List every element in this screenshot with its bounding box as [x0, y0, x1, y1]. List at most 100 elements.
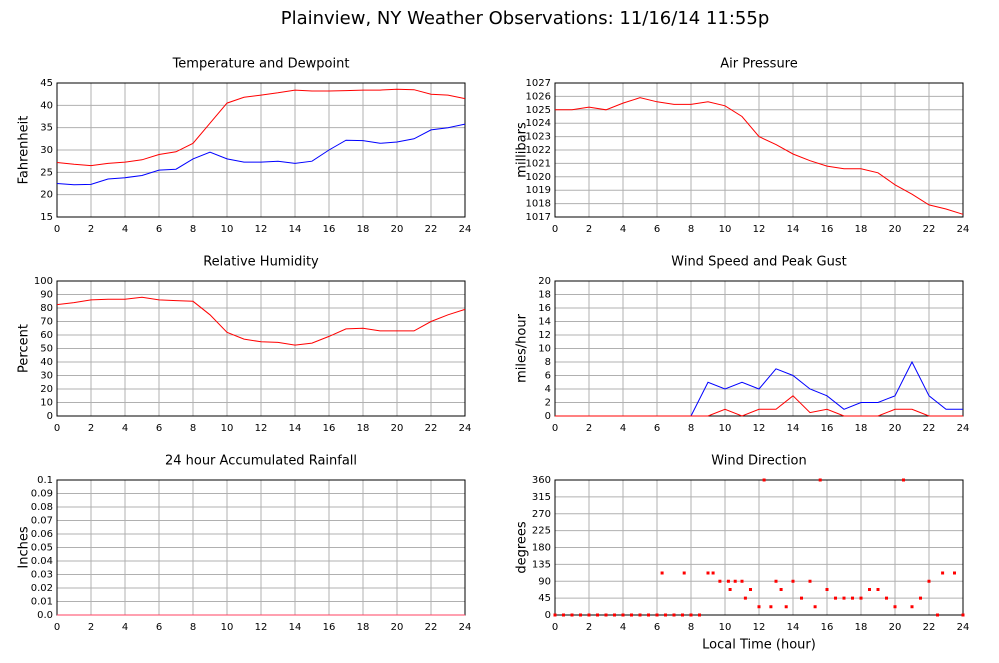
- x-tick-label: 22: [923, 423, 936, 434]
- y-tick-label: 45: [538, 593, 551, 604]
- x-tick-label: 10: [719, 224, 732, 235]
- x-tick-label: 4: [620, 224, 626, 235]
- scatter-point: [562, 613, 565, 617]
- scatter-point: [587, 613, 591, 617]
- x-tick-label: 18: [855, 423, 868, 434]
- x-tick-label: 14: [787, 622, 800, 633]
- x-tick-label: 18: [855, 224, 868, 235]
- scatter-point: [876, 588, 880, 591]
- y-tick-label: 0.03: [31, 570, 53, 581]
- x-tick-label: 12: [255, 224, 268, 235]
- scatter-point: [638, 613, 642, 617]
- scatter-point: [698, 613, 701, 617]
- x-tick-label: 10: [221, 224, 234, 235]
- y-tick-label: 40: [40, 357, 53, 368]
- scatter-point: [800, 596, 803, 600]
- scatter-point: [579, 613, 582, 617]
- scatter-point: [621, 613, 625, 617]
- y-tick-label: 360: [532, 475, 551, 486]
- scatter-point: [808, 579, 812, 583]
- x-tick-label: 16: [323, 423, 336, 434]
- scatter-point: [910, 605, 914, 609]
- scatter-point: [570, 613, 574, 617]
- scatter-point: [647, 613, 650, 617]
- x-tick-label: 2: [586, 622, 592, 633]
- x-tick-label: 18: [855, 622, 868, 633]
- x-tick-label: 10: [221, 622, 234, 633]
- y-tick-label: 0.08: [31, 502, 53, 513]
- scatter-point: [596, 613, 599, 617]
- panel-title: Air Pressure: [720, 57, 798, 72]
- scatter-point: [834, 596, 837, 600]
- page-title: Plainview, NY Weather Observations: 11/1…: [281, 8, 770, 29]
- scatter-point: [726, 579, 730, 583]
- y-tick-label: 15: [40, 212, 53, 223]
- x-tick-label: 16: [323, 622, 336, 633]
- scatter-point: [818, 478, 822, 482]
- scatter-point: [919, 596, 922, 600]
- plot-frame: [554, 280, 964, 417]
- y-tick-label: 1020: [526, 172, 551, 183]
- y-tick-label: 25: [40, 167, 53, 178]
- y-tick-label: 20: [538, 276, 551, 287]
- scatter-point: [851, 596, 854, 600]
- x-tick-label: 0: [552, 622, 558, 633]
- y-tick-label: 180: [532, 543, 551, 554]
- y-tick-label: 70: [40, 317, 53, 328]
- x-tick-label: 2: [88, 224, 94, 235]
- x-tick-label: 2: [88, 423, 94, 434]
- x-tick-label: 2: [586, 423, 592, 434]
- x-tick-label: 20: [391, 224, 404, 235]
- x-tick-label: 24: [957, 622, 970, 633]
- series-line: [56, 123, 466, 186]
- x-tick-label: 8: [190, 423, 196, 434]
- y-tick-label: 135: [532, 559, 551, 570]
- scatter-point: [774, 579, 778, 583]
- x-tick-label: 22: [425, 622, 438, 633]
- y-tick-label: 1017: [526, 212, 551, 223]
- x-tick-label: 16: [821, 224, 834, 235]
- x-tick-label: 8: [688, 423, 694, 434]
- y-tick-label: 0: [545, 411, 551, 422]
- y-tick-label: 0.04: [31, 556, 53, 567]
- x-tick-label: 10: [719, 423, 732, 434]
- x-tick-label: 16: [323, 224, 336, 235]
- scatter-point: [660, 571, 664, 575]
- x-tick-label: 14: [787, 224, 800, 235]
- y-tick-label: 1019: [526, 185, 551, 196]
- y-axis-label: Percent: [17, 324, 32, 373]
- scatter-point: [553, 613, 557, 617]
- scatter-point: [936, 613, 939, 617]
- scatter-point: [743, 596, 747, 600]
- plot-frame: [56, 280, 466, 417]
- y-tick-label: 1025: [526, 105, 551, 116]
- y-tick-label: 80: [40, 303, 53, 314]
- scatter-point: [902, 478, 905, 482]
- scatter-point: [859, 596, 863, 600]
- y-tick-label: 0.05: [31, 543, 53, 554]
- x-tick-label: 4: [620, 423, 626, 434]
- x-tick-label: 12: [753, 622, 766, 633]
- x-tick-label: 2: [586, 224, 592, 235]
- y-tick-label: 100: [34, 276, 53, 287]
- y-tick-label: 20: [40, 190, 53, 201]
- y-tick-label: 40: [40, 100, 53, 111]
- scatter-point: [784, 605, 788, 609]
- scatter-point: [604, 613, 608, 617]
- scatter-point: [757, 605, 761, 609]
- plot-frame: [56, 82, 466, 218]
- scatter-point: [791, 579, 795, 583]
- x-tick-label: 0: [552, 423, 558, 434]
- x-tick-label: 12: [753, 224, 766, 235]
- x-tick-label: 10: [719, 622, 732, 633]
- x-tick-label: 4: [122, 622, 128, 633]
- x-tick-label: 14: [289, 622, 302, 633]
- y-tick-label: 270: [532, 509, 551, 520]
- y-tick-label: 8: [545, 357, 551, 368]
- x-tick-label: 8: [688, 622, 694, 633]
- x-tick-label: 2: [88, 622, 94, 633]
- x-tick-label: 20: [391, 423, 404, 434]
- x-tick-label: 6: [654, 224, 660, 235]
- x-tick-label: 18: [357, 224, 370, 235]
